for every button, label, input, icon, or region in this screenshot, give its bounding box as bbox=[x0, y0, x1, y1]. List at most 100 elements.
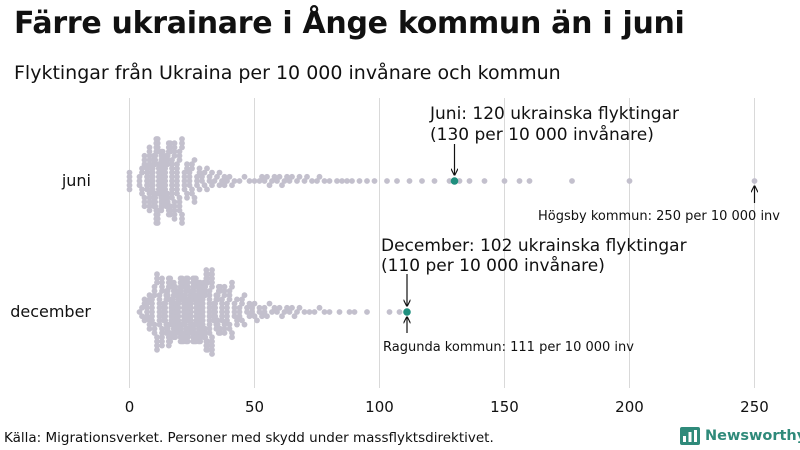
beeswarm-dot-december bbox=[224, 313, 230, 320]
beeswarm-dot-juni bbox=[206, 178, 213, 184]
december-annotation-line2: (110 per 10 000 invånare) bbox=[381, 255, 605, 276]
beeswarm-dot-december bbox=[151, 283, 158, 290]
beeswarm-dot-juni bbox=[174, 190, 180, 197]
beeswarm-dot-juni bbox=[136, 178, 143, 184]
beeswarm-dot-december bbox=[167, 275, 174, 282]
beeswarm-dot-december bbox=[279, 313, 285, 320]
beeswarm-dot-december bbox=[206, 296, 213, 303]
beeswarm-dot-december bbox=[231, 309, 238, 315]
beeswarm-dot-december bbox=[311, 309, 318, 315]
beeswarm-dot-juni bbox=[181, 182, 188, 189]
beeswarm-dot-december bbox=[219, 317, 225, 324]
beeswarm-dot-juni bbox=[159, 148, 166, 155]
beeswarm-dot-december bbox=[244, 309, 250, 315]
beeswarm-dot-december bbox=[266, 300, 273, 307]
beeswarm-dot-december bbox=[219, 313, 225, 320]
beeswarm-dot-december bbox=[264, 313, 270, 320]
beeswarm-dot-juni bbox=[501, 178, 508, 184]
beeswarm-dot-december bbox=[281, 309, 288, 315]
beeswarm-dot-juni bbox=[211, 178, 218, 184]
beeswarm-dot-juni bbox=[146, 152, 153, 159]
beeswarm-dot-juni bbox=[174, 165, 180, 172]
beeswarm-dot-december bbox=[231, 304, 238, 311]
beeswarm-dot-juni bbox=[144, 165, 150, 172]
beeswarm-dot-december bbox=[156, 321, 163, 328]
beeswarm-dot-juni bbox=[169, 165, 175, 172]
beeswarm-dot-december bbox=[316, 304, 323, 311]
beeswarm-dot-december bbox=[139, 304, 145, 311]
beeswarm-dot-december bbox=[209, 275, 215, 282]
beeswarm-dot-december bbox=[236, 309, 243, 315]
beeswarm-dot-juni bbox=[146, 194, 153, 201]
x-tick-label-250: 250 bbox=[740, 398, 769, 416]
beeswarm-dot-juni bbox=[146, 203, 153, 210]
beeswarm-dot-juni bbox=[126, 173, 133, 180]
beeswarm-dot-juni bbox=[146, 157, 153, 163]
beeswarm-dot-december bbox=[396, 309, 403, 315]
beeswarm-dot-juni bbox=[179, 140, 185, 147]
beeswarm-dot-december bbox=[144, 300, 150, 307]
beeswarm-dot-december bbox=[219, 296, 225, 303]
beeswarm-dot-juni bbox=[169, 190, 175, 197]
beeswarm-dot-december bbox=[154, 275, 160, 282]
beeswarm-dot-december bbox=[241, 292, 248, 299]
beeswarm-dot-juni bbox=[294, 178, 300, 184]
beeswarm-dot-december bbox=[231, 300, 238, 307]
beeswarm-dot-juni bbox=[466, 178, 473, 184]
beeswarm-dot-december bbox=[229, 334, 235, 341]
beeswarm-dot-juni bbox=[174, 169, 180, 176]
beeswarm-dot-juni bbox=[174, 161, 180, 168]
beeswarm-dot-december bbox=[236, 304, 243, 311]
beeswarm-dot-juni bbox=[191, 194, 198, 201]
beeswarm-dot-juni bbox=[144, 173, 150, 180]
beeswarm-dot-december bbox=[172, 334, 179, 341]
dots bbox=[126, 136, 758, 357]
beeswarm-dot-juni bbox=[144, 169, 150, 176]
beeswarm-dot-december bbox=[254, 317, 260, 324]
beeswarm-dot-juni bbox=[226, 173, 233, 180]
beeswarm-dot-december bbox=[206, 304, 213, 311]
beeswarm-dot-december bbox=[136, 309, 143, 315]
beeswarm-dot-december bbox=[151, 330, 158, 336]
beeswarm-dot-juni bbox=[179, 136, 185, 142]
beeswarm-dot-december bbox=[139, 313, 145, 320]
beeswarm-dot-juni bbox=[296, 173, 303, 180]
beeswarm-dot-juni bbox=[174, 173, 180, 180]
beeswarm-dot-juni bbox=[146, 199, 153, 205]
beeswarm-dot-december bbox=[197, 338, 204, 345]
beeswarm-dot-juni bbox=[158, 207, 165, 214]
beeswarm-dot-juni bbox=[206, 173, 213, 180]
beeswarm-dot-december bbox=[289, 304, 295, 311]
beeswarm-dot-juni bbox=[171, 211, 178, 218]
beeswarm-dot-juni bbox=[146, 207, 153, 214]
beeswarm-dot-juni bbox=[176, 194, 183, 201]
newsworthy-logo[interactable]: Newsworthy bbox=[680, 427, 800, 445]
beeswarm-dot-december bbox=[224, 300, 230, 307]
beeswarm-dot-december bbox=[236, 313, 243, 320]
beeswarm-dot-juni bbox=[364, 178, 370, 184]
beeswarm-dot-december bbox=[154, 271, 160, 278]
beeswarm-dot-juni bbox=[431, 178, 438, 184]
beeswarm-dot-december bbox=[246, 300, 253, 307]
beeswarm-dot-juni bbox=[171, 148, 178, 155]
beeswarm-dot-juni bbox=[171, 215, 178, 222]
beeswarm-dot-juni bbox=[126, 169, 133, 176]
beeswarm-dot-december bbox=[274, 309, 280, 315]
beeswarm-dot-december bbox=[154, 346, 160, 353]
beeswarm-dot-december bbox=[209, 267, 215, 273]
beeswarm-dot-juni bbox=[181, 169, 188, 176]
beeswarm-dot-juni bbox=[169, 173, 175, 180]
beeswarm-dot-juni bbox=[189, 161, 195, 168]
beeswarm-dot-december bbox=[159, 325, 165, 332]
beeswarm-dot-december bbox=[221, 325, 228, 332]
beeswarm-dot-december bbox=[159, 330, 165, 336]
beeswarm-dot-juni bbox=[179, 215, 185, 222]
beeswarm-dot-december bbox=[221, 321, 228, 328]
beeswarm-dot-juni bbox=[136, 173, 143, 180]
beeswarm-dot-december bbox=[224, 317, 230, 324]
beeswarm-dot-december bbox=[206, 288, 213, 294]
beeswarm-dot-juni bbox=[169, 182, 175, 189]
beeswarm-dot-december bbox=[271, 304, 278, 311]
beeswarm-dot-juni bbox=[141, 199, 148, 205]
beeswarm-dot-juni bbox=[141, 157, 148, 163]
